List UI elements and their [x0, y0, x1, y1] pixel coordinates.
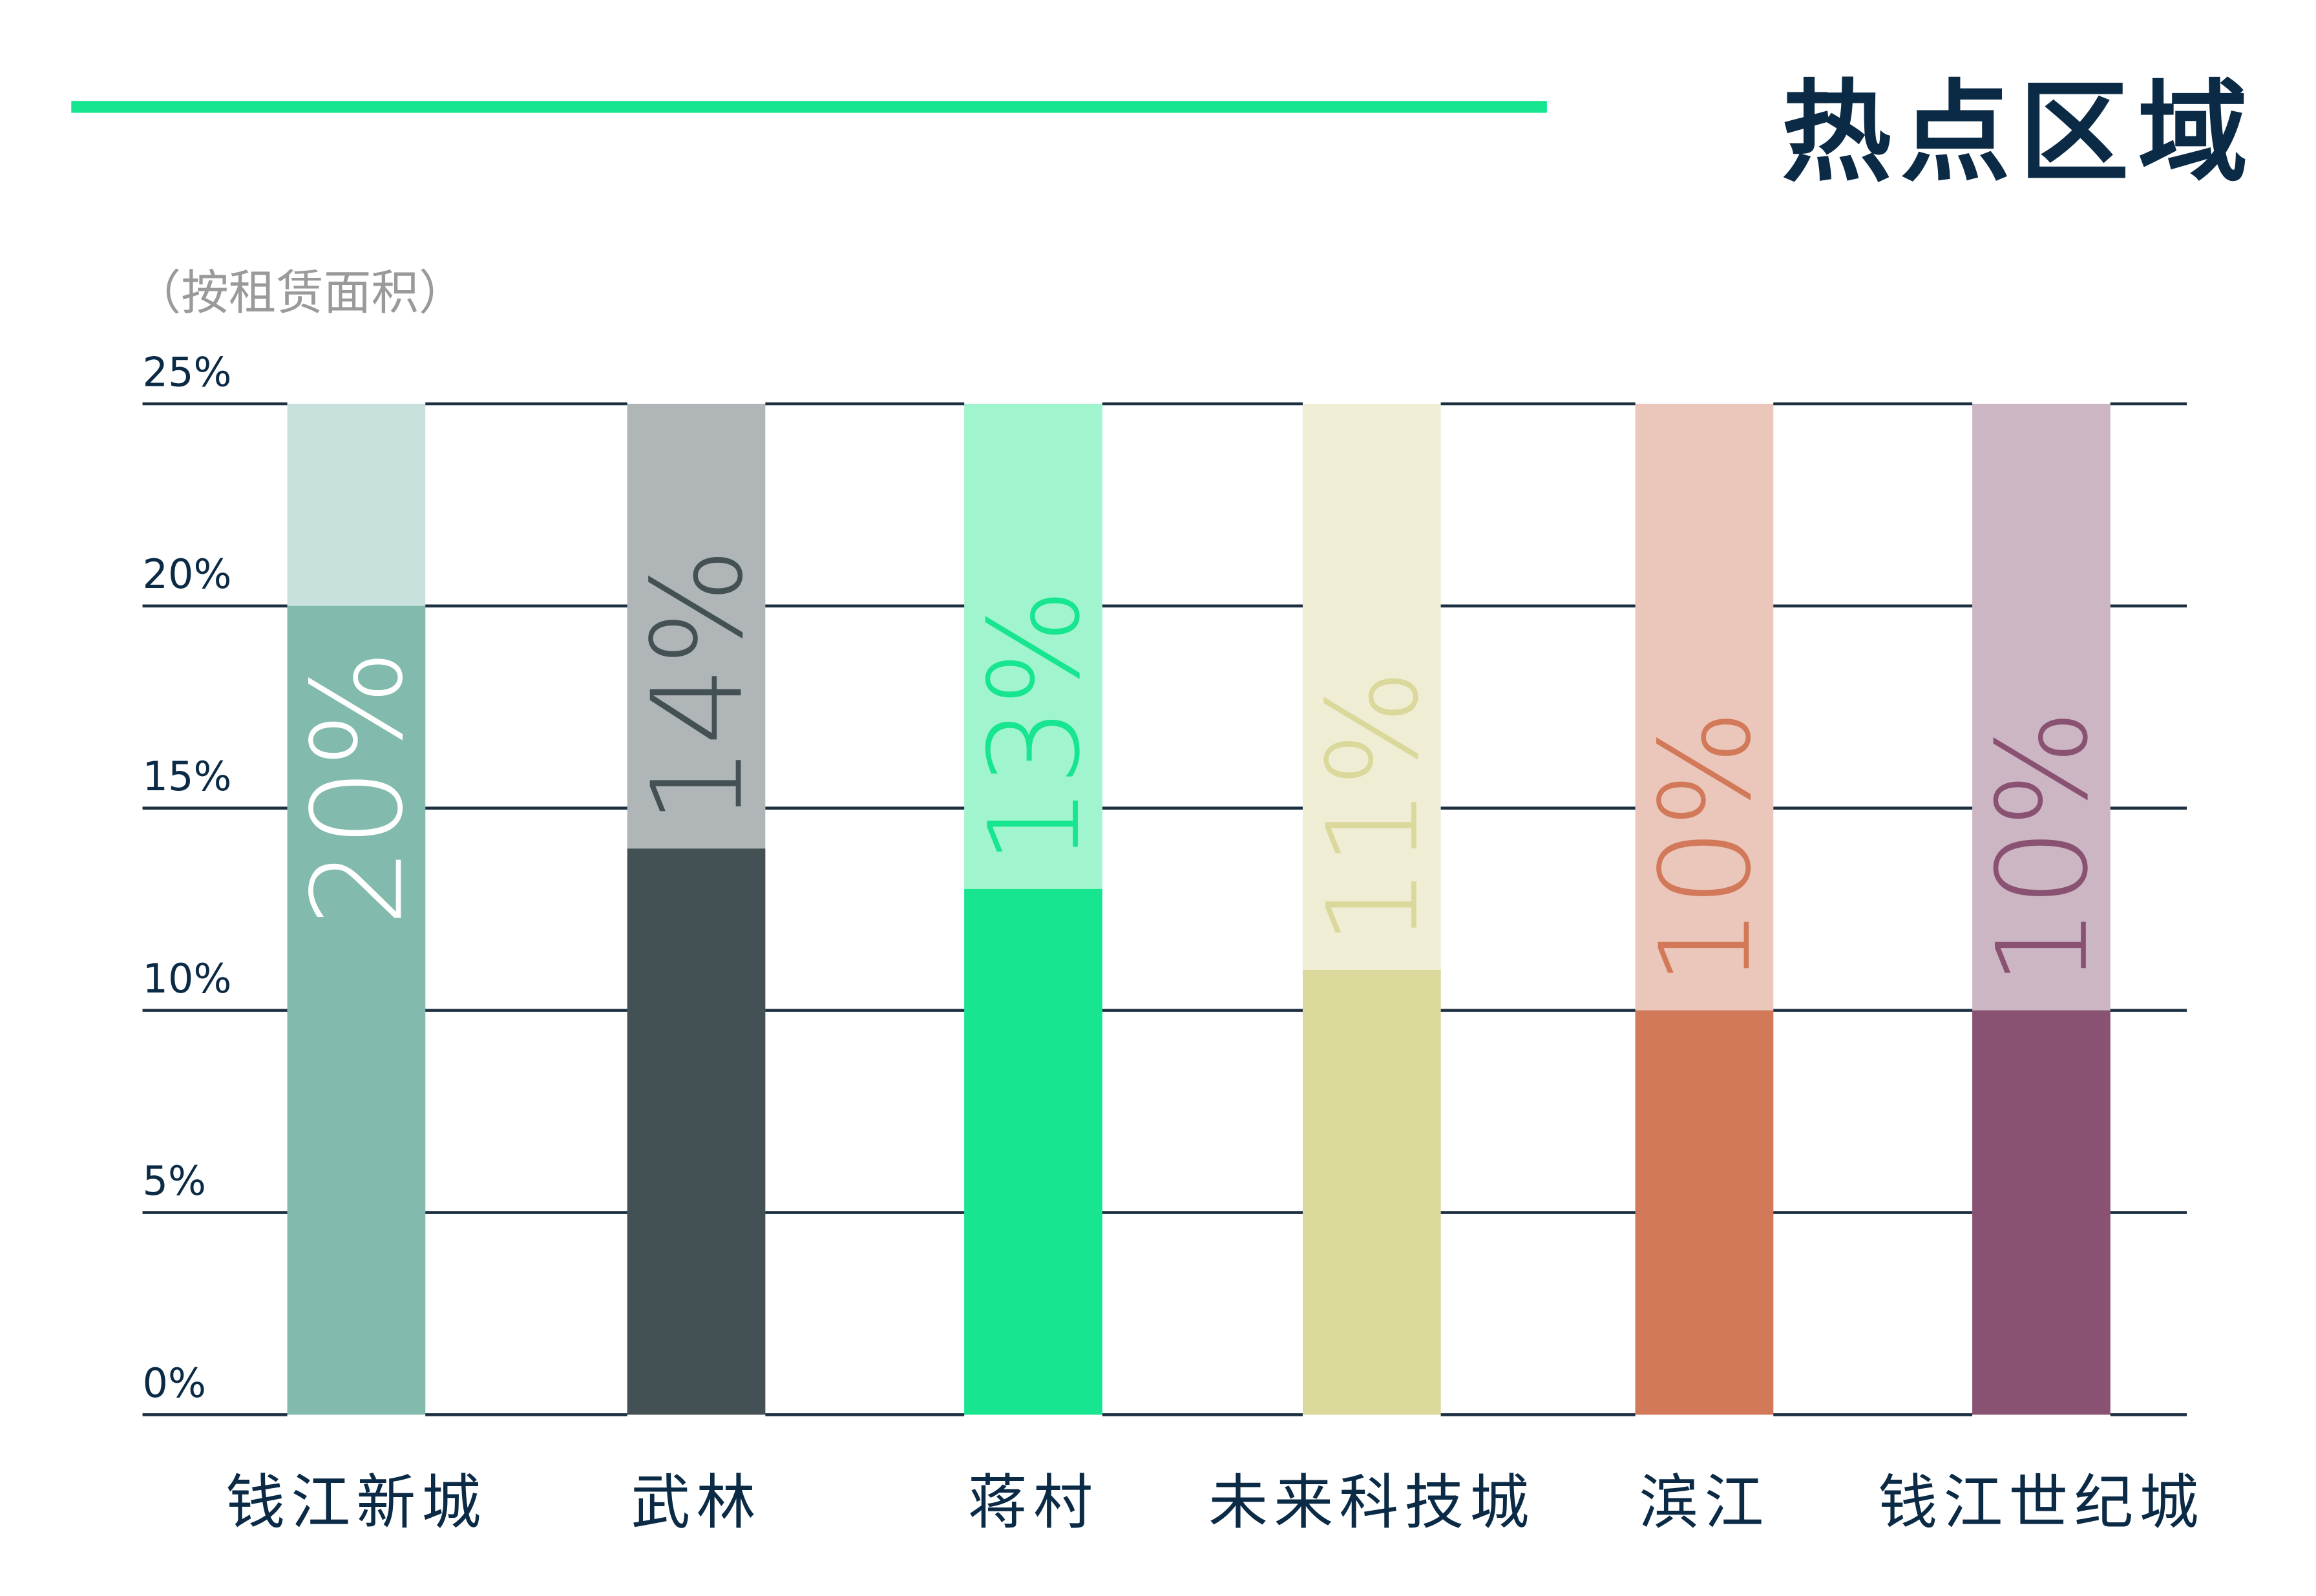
- data-label: 20%: [285, 649, 430, 927]
- y-tick-label: 5%: [143, 1157, 206, 1204]
- y-tick-label: 0%: [143, 1360, 206, 1407]
- x-category-label: 钱江新城: [226, 1468, 487, 1537]
- data-label: 14%: [625, 548, 770, 825]
- bar: [1972, 1010, 2111, 1415]
- data-label: 13%: [962, 588, 1108, 865]
- x-category-label: 蒋村: [968, 1468, 1099, 1537]
- bar: [964, 888, 1102, 1415]
- x-category-label: 钱江世纪城: [1878, 1468, 2204, 1537]
- chart-subtitle: （按租赁面积）: [133, 264, 467, 321]
- y-tick-label: 15%: [143, 753, 232, 800]
- y-tick-label: 25%: [143, 348, 232, 395]
- data-label: 10%: [1633, 709, 1778, 987]
- bar: [287, 605, 426, 1415]
- accent-line: [71, 101, 1547, 113]
- page-title: 热点区域: [1781, 69, 2257, 198]
- bar: [1302, 970, 1441, 1415]
- data-label: 10%: [1970, 709, 2116, 987]
- y-tick-label: 10%: [143, 955, 232, 1002]
- data-label: 11%: [1301, 669, 1446, 946]
- bar: [1635, 1010, 1774, 1415]
- x-category-label: 滨江: [1639, 1468, 1769, 1537]
- y-tick-label: 20%: [143, 551, 232, 598]
- bar: [627, 848, 766, 1415]
- x-category-label: 武林: [631, 1468, 761, 1537]
- x-category-label: 未来科技城: [1208, 1468, 1535, 1537]
